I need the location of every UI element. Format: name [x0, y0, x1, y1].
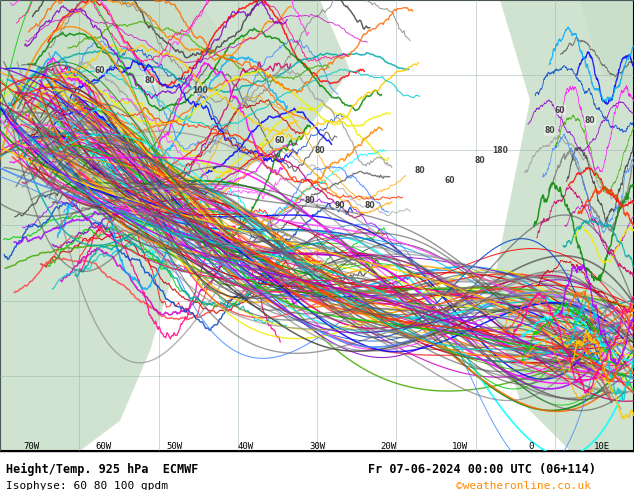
- Text: 0: 0: [528, 442, 534, 451]
- Text: 80: 80: [365, 201, 375, 210]
- Text: Height/Temp. 925 hPa  ECMWF: Height/Temp. 925 hPa ECMWF: [6, 463, 198, 476]
- Text: 60: 60: [555, 106, 566, 115]
- Text: 100: 100: [192, 86, 208, 95]
- Text: 80: 80: [415, 166, 425, 175]
- Text: 10E: 10E: [594, 442, 611, 451]
- Text: 60W: 60W: [95, 442, 111, 451]
- Text: 80: 80: [305, 196, 315, 205]
- Text: 80: 80: [545, 126, 555, 135]
- Text: 60: 60: [444, 176, 455, 185]
- Text: 70W: 70W: [23, 442, 40, 451]
- Text: 30W: 30W: [309, 442, 325, 451]
- Text: 60: 60: [94, 66, 105, 74]
- Text: 10W: 10W: [451, 442, 468, 451]
- Text: ©weatheronline.co.uk: ©weatheronline.co.uk: [456, 481, 592, 490]
- Text: 60: 60: [275, 136, 285, 145]
- Text: Isophyse: 60 80 100 gpdm: Isophyse: 60 80 100 gpdm: [6, 481, 169, 490]
- Text: 20W: 20W: [380, 442, 396, 451]
- Text: 80: 80: [145, 75, 155, 85]
- Text: Fr 07-06-2024 00:00 UTC (06+114): Fr 07-06-2024 00:00 UTC (06+114): [368, 463, 596, 476]
- Text: 40W: 40W: [238, 442, 254, 451]
- Text: 80: 80: [585, 116, 595, 125]
- Text: 90: 90: [335, 201, 346, 210]
- Text: 80: 80: [314, 146, 325, 155]
- Text: 80: 80: [475, 156, 485, 165]
- Text: 180: 180: [492, 146, 508, 155]
- Text: 50W: 50W: [166, 442, 183, 451]
